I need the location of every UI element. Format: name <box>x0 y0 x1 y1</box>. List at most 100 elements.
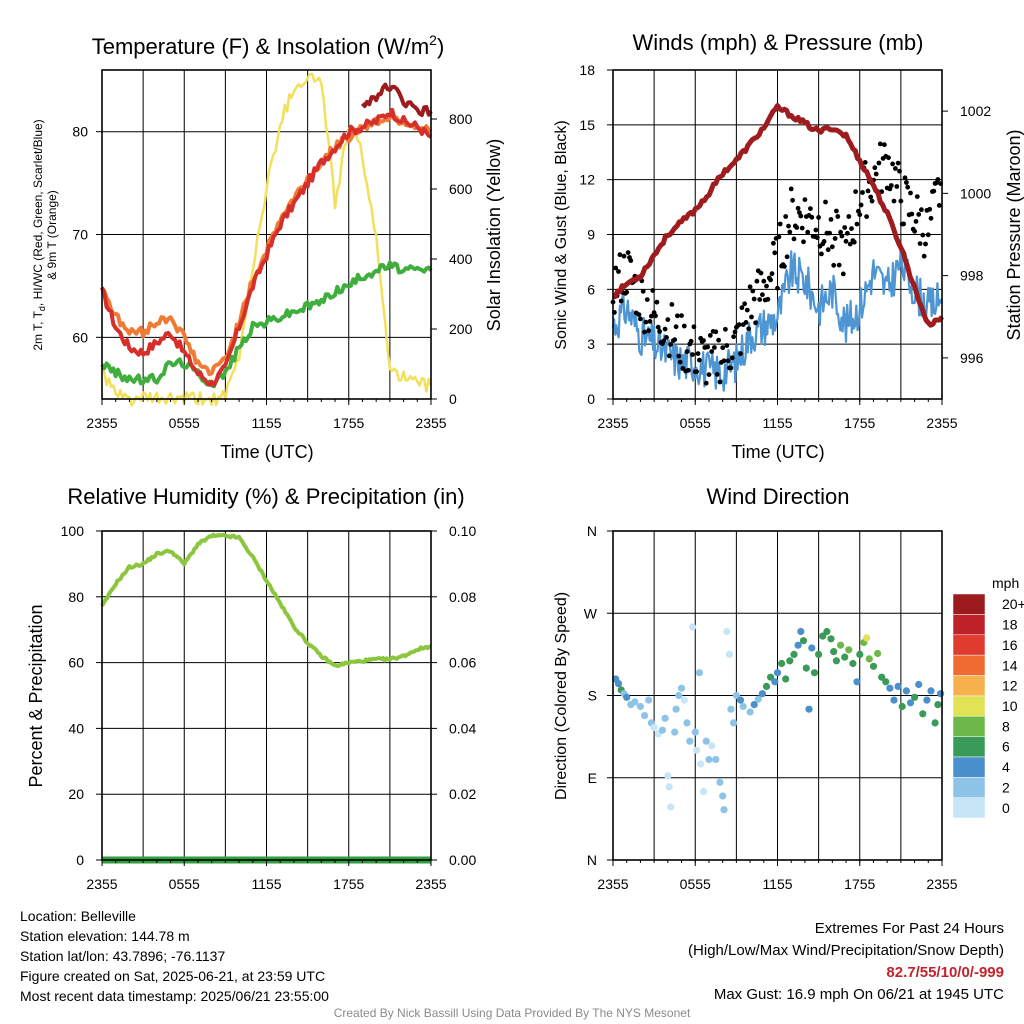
gust-point <box>701 338 706 343</box>
colorbar-swatch <box>952 797 986 819</box>
gust-point <box>838 229 843 235</box>
direction-point <box>672 705 680 713</box>
sonic-wind-line <box>611 242 944 392</box>
extremes-box: Extremes For Past 24 Hours (High/Low/Max… <box>688 918 1004 1006</box>
gust-point <box>768 277 773 283</box>
gust-point <box>869 198 875 204</box>
insolation-ytick-label: 400 <box>449 251 473 267</box>
gust-point <box>795 205 801 211</box>
gust-point <box>684 349 690 354</box>
direction-point <box>732 691 741 700</box>
gust-point <box>707 333 713 338</box>
direction-point <box>631 698 639 706</box>
direction-xtick-label: 2355 <box>597 876 628 892</box>
colorbar-label: 14 <box>1002 657 1018 673</box>
gust-point <box>690 352 695 357</box>
temperature-xlabel: Time (UTC) <box>220 442 313 462</box>
direction-point <box>702 737 710 745</box>
direction-point <box>723 627 731 636</box>
pressure-ytick-label: 998 <box>960 268 984 284</box>
direction-point <box>645 696 653 704</box>
direction-point <box>782 675 790 683</box>
direction-point <box>934 701 942 709</box>
gust-point <box>757 297 763 302</box>
gust-point <box>669 302 675 307</box>
gust-point <box>928 215 934 221</box>
direction-point <box>827 635 835 643</box>
direction-ytick-label: N <box>587 852 597 868</box>
direction-point <box>911 693 919 701</box>
gust-point <box>765 296 771 302</box>
winds-panel: Winds (mph) & Pressure (mb) Sonic Wind &… <box>553 30 1024 462</box>
direction-point <box>778 659 786 668</box>
gust-point <box>654 299 660 305</box>
direction-ytick-label: E <box>588 770 597 786</box>
colorbar-swatch <box>952 593 986 615</box>
direction-point <box>725 650 734 659</box>
temperature-ylabel-line2: & 9m T (Orange) <box>45 190 59 280</box>
extremes-title: Extremes For Past 24 Hours <box>814 920 1004 937</box>
direction-point <box>799 637 808 645</box>
colorbar-swatch <box>952 715 986 737</box>
station-elevation: Station elevation: 144.78 m <box>20 928 190 944</box>
gust-point <box>751 296 757 302</box>
gust-point <box>914 194 920 200</box>
extremes-subtitle: (High/Low/Max Wind/Precipitation/Snow De… <box>688 942 1004 959</box>
gust-point <box>786 223 791 229</box>
gust-point <box>720 345 726 351</box>
direction-point <box>790 650 798 659</box>
pressure-line <box>612 103 945 328</box>
colorbar-label: 2 <box>1002 780 1010 796</box>
gust-point <box>624 289 630 295</box>
gust-point <box>642 329 647 335</box>
winds-ytick-label: 6 <box>587 281 595 297</box>
direction-point <box>697 760 705 768</box>
gust-point <box>905 184 911 190</box>
gust-point <box>777 221 783 227</box>
direction-point <box>762 682 771 691</box>
direction-point <box>688 623 697 631</box>
winds-xlabel: Time (UTC) <box>731 442 824 462</box>
gust-point <box>788 186 794 192</box>
gust-point <box>754 278 760 284</box>
direction-point <box>686 737 694 745</box>
extremes-values: 82.7/55/10/0/-999 <box>886 964 1004 981</box>
gust-point <box>694 369 699 374</box>
heat-index-line <box>360 82 433 118</box>
direction-point <box>708 742 716 750</box>
gust-point <box>819 251 824 257</box>
direction-point <box>683 719 691 727</box>
temperature-ytick-label: 60 <box>72 329 88 345</box>
colorbar-label: 10 <box>1002 698 1018 714</box>
gust-point <box>831 262 837 268</box>
gust-point <box>653 313 658 319</box>
direction-point <box>750 701 758 709</box>
direction-point <box>890 696 898 704</box>
pressure-ytick-label: 1002 <box>960 103 991 119</box>
gust-point <box>897 168 902 174</box>
direction-point <box>869 662 878 670</box>
gust-point <box>668 342 673 347</box>
direction-point <box>677 684 686 692</box>
gust-point <box>771 240 776 246</box>
gust-point <box>743 320 749 325</box>
gust-point <box>750 288 756 294</box>
direction-xtick-label: 1155 <box>762 876 792 892</box>
gust-point <box>677 359 683 365</box>
direction-point <box>727 705 735 713</box>
direction-point <box>853 678 861 686</box>
winds-ytick-label: 9 <box>587 227 595 243</box>
gust-point <box>801 239 806 245</box>
gust-point <box>772 250 778 256</box>
colorbar-label: 12 <box>1002 678 1018 694</box>
gust-point <box>898 198 904 204</box>
precip-ytick-label: 0.10 <box>449 523 476 539</box>
gust-point <box>916 212 922 217</box>
gust-point <box>746 326 752 332</box>
gust-point <box>618 298 624 304</box>
gust-point <box>732 329 738 335</box>
direction-xtick-label: 2355 <box>926 876 957 892</box>
humidity-xtick-label: 2355 <box>86 876 117 892</box>
winds-xtick-label: 2355 <box>597 415 628 431</box>
direction-point <box>874 649 882 658</box>
